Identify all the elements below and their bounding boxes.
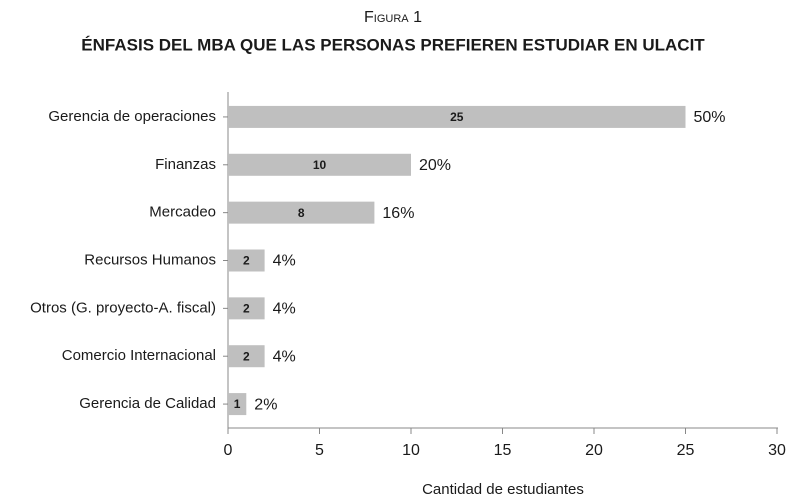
x-tick-label: 10 — [402, 442, 420, 459]
bar — [228, 345, 265, 368]
y-tick-label: Gerencia de operaciones — [48, 108, 216, 125]
x-tick-label: 30 — [768, 442, 786, 459]
chart-title: ÉNFASIS DEL MBA QUE LAS PERSONAS PREFIER… — [81, 35, 705, 54]
bar-percent-label: 4% — [273, 348, 296, 365]
bar-percent-label: 2% — [254, 396, 277, 413]
x-tick-label: 25 — [677, 442, 695, 459]
bar-percent-label: 4% — [273, 253, 296, 270]
bar-percent-label: 50% — [694, 109, 726, 126]
x-tick-label: 15 — [494, 442, 512, 459]
y-tick-label: Comercio Internacional — [62, 347, 216, 364]
y-tick-label: Mercadeo — [149, 204, 216, 221]
bar-value-label: 25 — [450, 110, 464, 124]
bar-percent-label: 4% — [273, 301, 296, 318]
bar-value-label: 1 — [234, 397, 241, 411]
x-tick-label: 5 — [315, 442, 324, 459]
x-tick-label: 0 — [224, 442, 233, 459]
bar-percent-label: 20% — [419, 157, 451, 174]
chart-subtitle: Figura 1 — [364, 9, 422, 26]
y-tick-label: Otros (G. proyecto-A. fiscal) — [30, 299, 216, 316]
y-tick-label: Gerencia de Calidad — [79, 395, 216, 412]
bar — [228, 393, 247, 416]
y-tick-label: Finanzas — [155, 156, 216, 173]
bar — [228, 201, 375, 224]
x-tick-label: 20 — [585, 442, 603, 459]
bar-value-label: 2 — [243, 302, 250, 316]
bar-value-label: 8 — [298, 206, 305, 220]
bar-value-label: 2 — [243, 254, 250, 268]
x-axis-label: Cantidad de estudiantes — [422, 481, 584, 498]
bar-percent-label: 16% — [382, 205, 414, 222]
bar-value-label: 2 — [243, 349, 250, 363]
bar — [228, 105, 686, 128]
y-tick-label: Recursos Humanos — [84, 251, 216, 268]
bar — [228, 153, 411, 176]
bar — [228, 249, 265, 272]
bar-value-label: 10 — [313, 158, 327, 172]
bar — [228, 297, 265, 320]
